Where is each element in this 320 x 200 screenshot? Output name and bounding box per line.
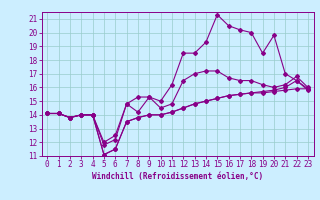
X-axis label: Windchill (Refroidissement éolien,°C): Windchill (Refroidissement éolien,°C) — [92, 172, 263, 181]
